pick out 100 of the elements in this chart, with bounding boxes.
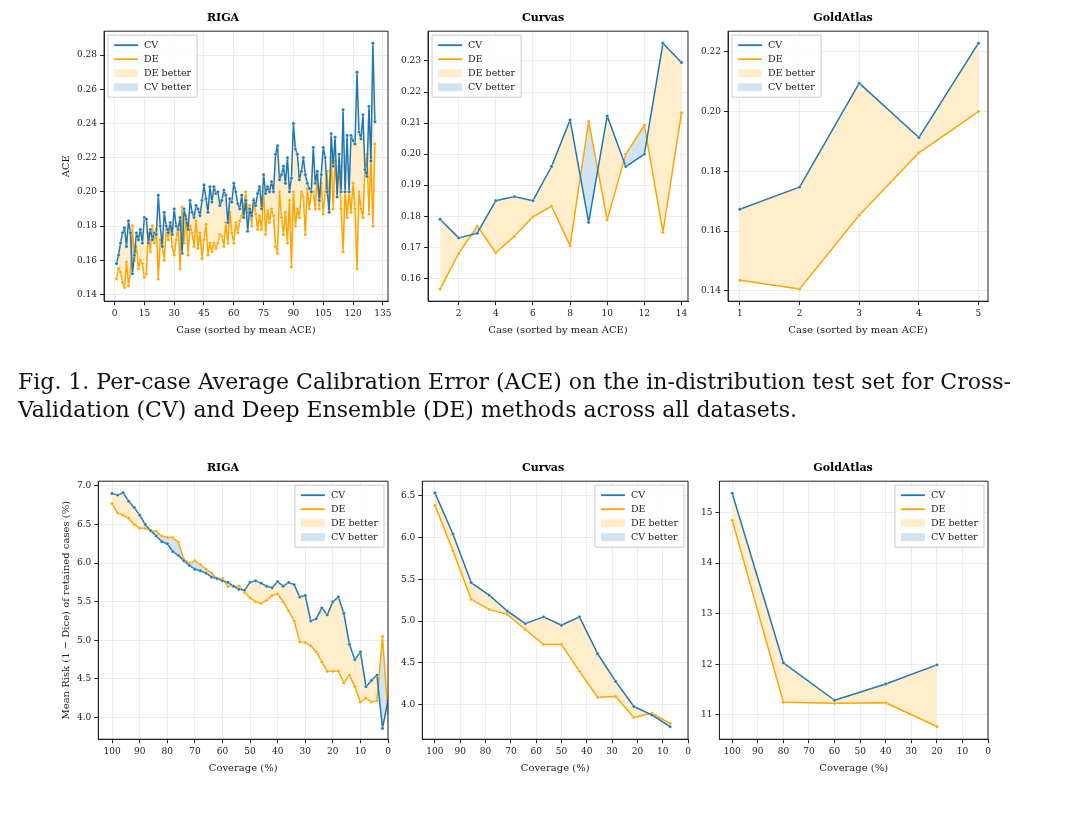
legend-label: CV [768, 38, 783, 50]
x-tick-label: 0 [985, 745, 992, 756]
x-tick-label: 70 [189, 745, 201, 756]
y-tick-label: 0.23 [400, 55, 422, 66]
x-tick-label: 60 [530, 745, 543, 756]
legend-label: CV better [468, 80, 516, 92]
x-tick-label: 60 [228, 307, 240, 318]
y-tick-label: 0.20 [700, 105, 722, 116]
x-tick-label: 90 [287, 307, 300, 318]
y-tick-label: 6.5 [76, 518, 92, 529]
legend-label: CV [330, 488, 346, 500]
y-tick-label: 6.0 [76, 557, 92, 568]
legend-label: DE [330, 502, 346, 514]
x-tick-label: 30 [299, 745, 312, 756]
y-axis-title: Mean Risk (1 − Dice) of retained cases (%) [59, 500, 71, 720]
x-tick-label: 80 [777, 745, 790, 756]
y-tick-label: 0.18 [700, 165, 722, 176]
y-tick-label: 4.0 [400, 699, 416, 710]
y-tick-label: 0.18 [76, 220, 98, 231]
y-tick-label: 0.14 [700, 285, 722, 296]
x-axis-title: Coverage (%) [819, 761, 889, 773]
x-tick-label: 30 [168, 307, 181, 318]
x-tick-label: 120 [344, 307, 362, 318]
y-tick-label: 0.16 [400, 272, 422, 283]
legend-label: DE [768, 52, 783, 64]
y-tick-label: 12 [701, 658, 713, 669]
legend-label: DE [630, 502, 646, 514]
legend-label: DE better [144, 66, 192, 78]
x-tick-label: 90 [752, 745, 764, 756]
x-tick-label: 0 [385, 745, 392, 756]
chart-title: GoldAtlas [813, 11, 873, 25]
y-tick-label: 0.21 [400, 117, 422, 128]
x-tick-label: 0 [685, 745, 692, 756]
chart-title: Curvas [521, 11, 565, 25]
x-tick-label: 10 [601, 307, 614, 318]
x-tick-label: 10 [354, 745, 367, 756]
chart-title: GoldAtlas [813, 461, 873, 475]
legend-label: DE [144, 52, 159, 64]
x-tick-label: 15 [138, 307, 151, 318]
x-tick-label: 30 [606, 745, 619, 756]
x-tick-label: 20 [931, 745, 943, 756]
legend-label: DE [468, 52, 483, 64]
x-tick-label: 4 [492, 307, 499, 318]
legend-label: CV [930, 488, 946, 500]
y-tick-label: 4.5 [400, 657, 416, 668]
legend-label: DE [930, 502, 946, 514]
y-tick-label: 0.22 [700, 46, 722, 57]
x-axis-title: Coverage (%) [208, 761, 278, 773]
y-tick-label: 0.16 [76, 254, 98, 265]
legend-label: CV [144, 38, 159, 50]
y-tick-label: 0.22 [76, 152, 98, 162]
legend-label: DE better [768, 66, 816, 78]
legend-label: CV better [330, 530, 379, 542]
x-axis-title: Case (sorted by mean ACE) [176, 323, 316, 335]
x-axis-title: Coverage (%) [520, 761, 590, 773]
legend-label: CV better [930, 530, 979, 542]
x-tick-label: 70 [803, 745, 815, 756]
y-tick-label: 5.0 [76, 634, 92, 645]
y-tick-label: 0.17 [400, 241, 422, 252]
x-tick-label: 100 [723, 745, 742, 756]
x-tick-label: 100 [103, 745, 121, 756]
x-tick-label: 5 [975, 307, 982, 318]
x-tick-label: 90 [454, 745, 467, 756]
x-tick-label: 10 [656, 745, 669, 756]
y-tick-label: 0.26 [76, 83, 98, 94]
caption: Fig. 1. Per-case Average Calibration Error (ACE) on the in-distribution test set for Cross-Validation (CV) and Deep Ensemble (DE) methods across all datasets. [18, 368, 1012, 424]
y-tick-label: 5.5 [76, 596, 92, 607]
x-tick-label: 50 [854, 745, 867, 756]
x-tick-label: 8 [567, 307, 574, 318]
y-tick-label: 5.0 [400, 615, 416, 626]
chart-title: Curvas [521, 461, 565, 475]
x-tick-label: 40 [879, 745, 892, 756]
y-axis-title: ACE [59, 155, 71, 179]
x-tick-label: 6 [530, 307, 537, 318]
y-tick-label: 7.0 [76, 480, 92, 491]
legend-label: DE better [630, 516, 679, 528]
legend-label: CV [630, 488, 646, 500]
x-tick-label: 90 [133, 745, 146, 756]
legend-label: CV better [144, 80, 192, 92]
y-tick-label: 0.22 [400, 86, 422, 97]
x-tick-label: 50 [244, 745, 257, 756]
chart-title: RIGA [206, 461, 240, 475]
legend-label: DE better [330, 516, 379, 528]
x-tick-label: 2 [455, 307, 462, 318]
x-tick-label: 75 [257, 307, 270, 318]
x-tick-label: 2 [796, 307, 803, 318]
y-tick-label: 0.16 [700, 225, 722, 236]
y-tick-label: 14 [701, 557, 713, 568]
y-tick-label: 0.18 [400, 210, 422, 221]
y-tick-label: 0.20 [400, 148, 422, 159]
y-tick-label: 6.0 [400, 531, 416, 542]
x-tick-label: 30 [905, 745, 918, 756]
y-tick-label: 0.19 [400, 179, 422, 190]
y-tick-label: 4.0 [76, 711, 92, 722]
x-tick-label: 40 [581, 745, 593, 756]
x-tick-label: 3 [856, 307, 863, 318]
chart-title: RIGA [206, 11, 240, 25]
x-tick-label: 60 [828, 745, 841, 756]
x-tick-label: 14 [675, 307, 688, 318]
x-tick-label: 10 [956, 745, 969, 756]
